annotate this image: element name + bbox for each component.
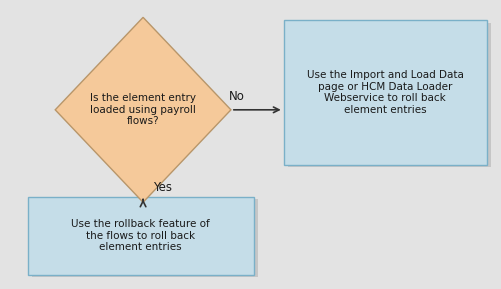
FancyBboxPatch shape <box>287 23 490 167</box>
FancyBboxPatch shape <box>32 199 257 277</box>
Text: Yes: Yes <box>153 181 172 194</box>
Text: Is the element entry
loaded using payroll
flows?: Is the element entry loaded using payrol… <box>90 93 196 126</box>
FancyBboxPatch shape <box>28 197 253 275</box>
Text: Use the rollback feature of
the flows to roll back
element entries: Use the rollback feature of the flows to… <box>71 219 209 252</box>
Text: Use the Import and Load Data
page or HCM Data Loader
Webservice to roll back
ele: Use the Import and Load Data page or HCM… <box>306 70 463 115</box>
FancyBboxPatch shape <box>283 20 486 165</box>
Polygon shape <box>55 17 230 202</box>
Text: No: No <box>229 90 244 103</box>
